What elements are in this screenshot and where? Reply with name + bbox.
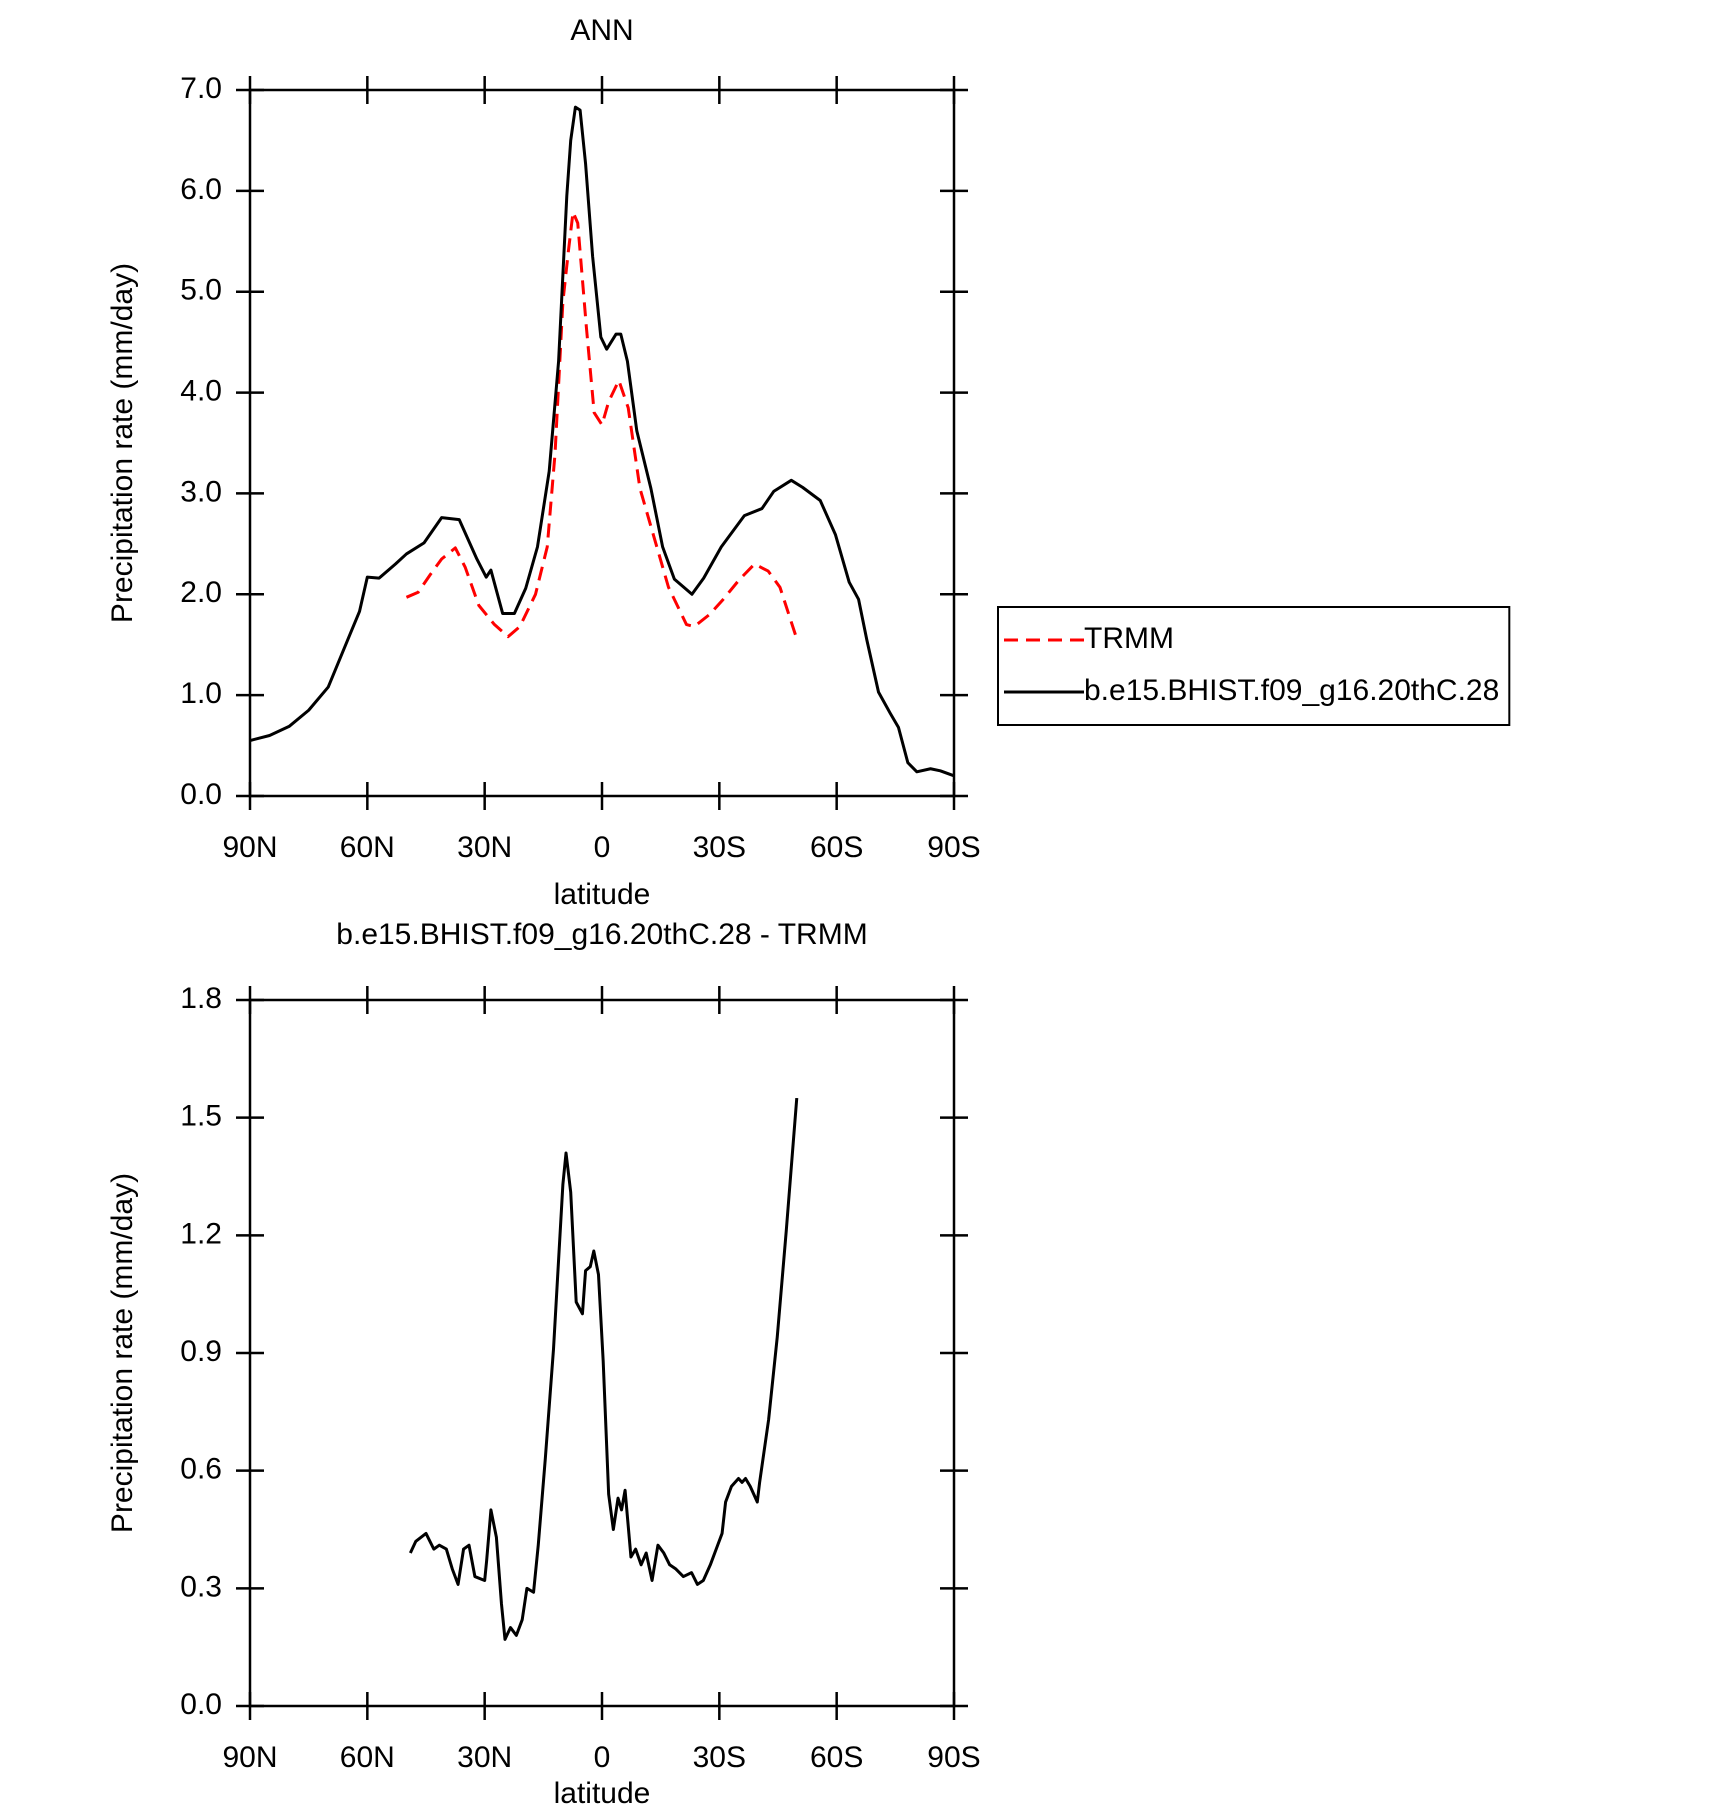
y-axis-label: Precipitation rate (mm/day) [106, 263, 139, 623]
y-tick-label: 1.0 [180, 677, 222, 710]
x-tick-label: 60S [810, 1741, 863, 1774]
y-tick-label: 0.0 [180, 778, 222, 811]
y-tick-label: 0.9 [180, 1335, 222, 1368]
x-tick-label: 30N [457, 831, 512, 864]
y-tick-label: 1.8 [180, 982, 222, 1015]
y-tick-label: 7.0 [180, 72, 222, 105]
y-tick-label: 6.0 [180, 173, 222, 206]
chart-title: b.e15.BHIST.f09_g16.20thC.28 - TRMM [336, 918, 867, 951]
x-axis-label: latitude [554, 878, 651, 911]
x-tick-label: 60S [810, 831, 863, 864]
x-tick-label: 90N [222, 1741, 277, 1774]
x-tick-label: 30N [457, 1741, 512, 1774]
y-tick-label: 5.0 [180, 274, 222, 307]
x-tick-label: 0 [594, 831, 611, 864]
y-tick-label: 3.0 [180, 475, 222, 508]
y-tick-label: 0.0 [180, 1688, 222, 1721]
x-tick-label: 30S [693, 831, 746, 864]
data-line [408, 1097, 799, 1641]
plot-frame [248, 88, 956, 798]
x-tick-label: 0 [594, 1741, 611, 1774]
legend-box [997, 606, 1511, 726]
legend-label: TRMM [1084, 622, 1174, 655]
x-tick-label: 90S [927, 831, 980, 864]
x-tick-label: 60N [340, 1741, 395, 1774]
data-line [405, 210, 798, 639]
y-tick-label: 2.0 [180, 576, 222, 609]
data-line [249, 105, 955, 778]
x-tick-label: 60N [340, 831, 395, 864]
x-tick-label: 30S [693, 1741, 746, 1774]
y-tick-label: 0.3 [180, 1570, 222, 1603]
y-tick-label: 1.2 [180, 1217, 222, 1250]
legend-label: b.e15.BHIST.f09_g16.20thC.28 [1084, 674, 1499, 707]
y-tick-label: 1.5 [180, 1100, 222, 1133]
x-axis-label: latitude [554, 1777, 651, 1810]
y-tick-label: 0.6 [180, 1453, 222, 1486]
x-tick-label: 90N [222, 831, 277, 864]
y-axis-label: Precipitation rate (mm/day) [106, 1173, 139, 1533]
chart-title: ANN [570, 14, 633, 47]
x-tick-label: 90S [927, 1741, 980, 1774]
y-tick-label: 4.0 [180, 374, 222, 407]
